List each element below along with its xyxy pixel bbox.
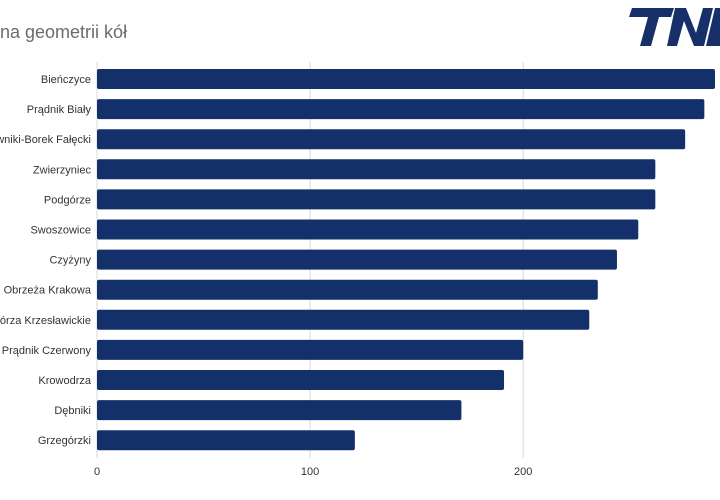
x-tick-label: 100 [301, 466, 319, 478]
x-tick-label: 200 [514, 466, 532, 478]
category-label: Czyżyny [49, 255, 91, 267]
logo-mark [629, 8, 720, 46]
category-label: Zwierzyniec [33, 164, 92, 176]
category-label: Prądnik Czerwony [2, 345, 92, 357]
bar [97, 370, 505, 390]
x-tick-label: 0 [94, 466, 100, 478]
bar [97, 129, 686, 150]
bar [97, 69, 715, 89]
category-label: Krowodrza [38, 375, 91, 387]
bar [97, 279, 598, 300]
bar [97, 99, 705, 120]
category-label: Dębniki [54, 405, 91, 417]
bar [97, 339, 524, 360]
category-label: Swoszowice [30, 225, 91, 237]
category-label: Podgórze [44, 194, 91, 206]
bar [97, 189, 656, 210]
tn-logo [629, 8, 720, 46]
bar [97, 159, 656, 180]
category-label: Bieńczyce [41, 74, 91, 86]
bar [97, 400, 462, 421]
category-label: ewniki-Borek Fałęcki [0, 134, 91, 146]
bar [97, 219, 639, 240]
category-label: Obrzeża Krakowa [4, 285, 92, 297]
category-label: Prądnik Biały [27, 104, 92, 116]
category-label: zgórza Krzesławickie [0, 315, 91, 327]
bar [97, 309, 590, 330]
chart-title: na geometrii kół [0, 22, 128, 42]
category-label: Grzegórzki [38, 435, 91, 447]
bar [97, 430, 355, 451]
bar [97, 249, 617, 270]
